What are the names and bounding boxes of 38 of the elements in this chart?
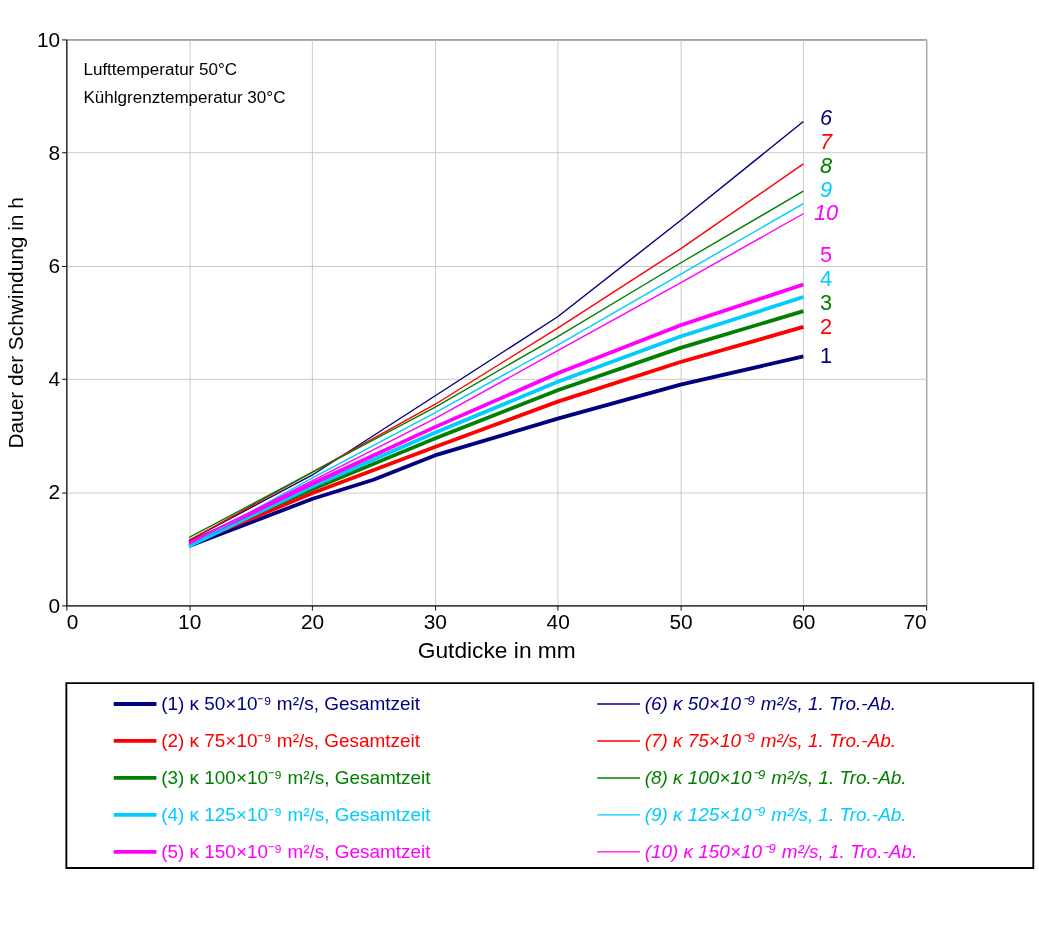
x-axis-title: Gutdicke in mm: [417, 637, 576, 664]
x-tick-label: 10: [178, 609, 202, 633]
annotation: 7: [820, 129, 834, 155]
x-tick-label: 0: [66, 609, 79, 633]
annotation: 9: [820, 176, 833, 202]
annotation: 4: [820, 266, 833, 292]
x-tick-label: 20: [300, 609, 325, 633]
legend-label: (2) κ 75×10⁻⁹ m²/s, Gesamtzeit: [161, 729, 421, 751]
annotation: 6: [820, 105, 834, 131]
x-tick-label: 70: [903, 609, 927, 633]
y-tick-label: 8: [48, 140, 61, 164]
annotation: 5: [820, 242, 833, 268]
x-tick-label: 40: [546, 609, 570, 633]
x-tick-label: 30: [423, 609, 447, 633]
annotation: 3: [820, 289, 833, 315]
legend-label: (10) κ 150×10⁻⁹ m²/s, 1. Tro.-Ab.: [644, 840, 918, 862]
legend-label: (1) κ 50×10⁻⁹ m²/s, Gesamtzeit: [161, 692, 421, 714]
legend-label: (7) κ 75×10⁻⁹ m²/s, 1. Tro.-Ab.: [644, 729, 897, 751]
legend-label: (8) κ 100×10⁻⁹ m²/s, 1. Tro.-Ab.: [644, 766, 907, 788]
legend-label: (4) κ 125×10⁻⁹ m²/s, Gesamtzeit: [161, 803, 432, 825]
legend-label: (6) κ 50×10⁻⁹ m²/s, 1. Tro.-Ab.: [644, 692, 897, 714]
annotation: 10: [813, 200, 839, 226]
y-tick-label: 2: [48, 480, 61, 504]
annotation: 2: [820, 313, 833, 339]
x-tick-label: 60: [792, 609, 816, 633]
annotation: 8: [820, 152, 833, 178]
y-tick-label: 6: [48, 253, 61, 277]
legend-label: (5) κ 150×10⁻⁹ m²/s, Gesamtzeit: [161, 840, 432, 862]
annotation: Kühlgrenztemperatur 30°C: [83, 87, 286, 107]
y-axis-title: Dauer der Schwindung in h: [3, 197, 27, 449]
annotation: 1: [820, 343, 833, 369]
annotation: Lufttemperatur 50°C: [83, 59, 238, 79]
y-tick-label: 4: [48, 367, 61, 391]
legend-label: (3) κ 100×10⁻⁹ m²/s, Gesamtzeit: [161, 766, 432, 788]
x-tick-label: 50: [669, 609, 693, 633]
y-tick-label: 10: [37, 27, 61, 51]
legend-label: (9) κ 125×10⁻⁹ m²/s, 1. Tro.-Ab.: [644, 803, 907, 825]
y-tick-label: 0: [48, 593, 61, 617]
